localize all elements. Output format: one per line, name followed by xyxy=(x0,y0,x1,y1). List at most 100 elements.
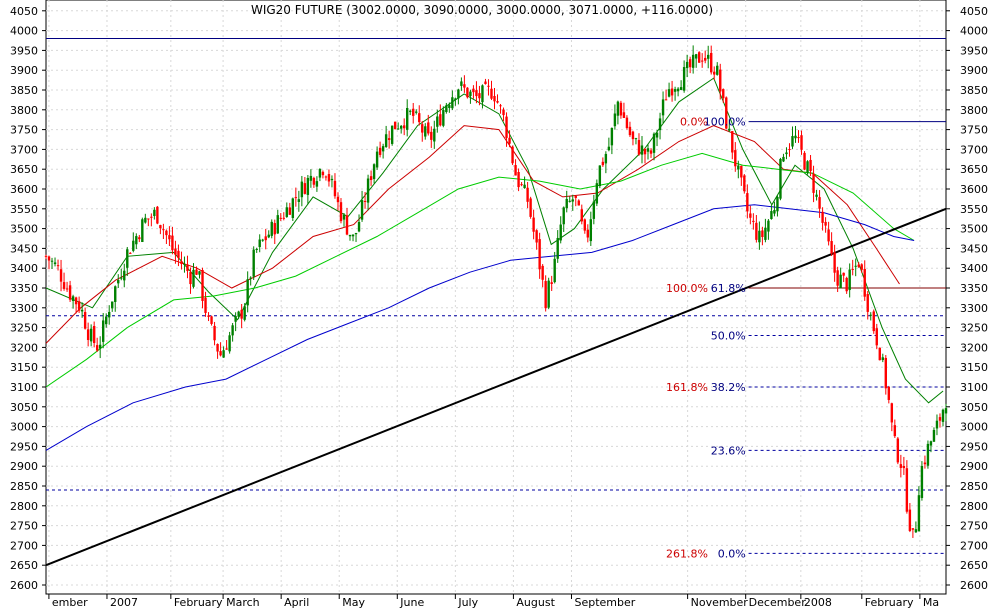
candle-body xyxy=(490,88,493,99)
series-line xyxy=(45,152,915,388)
candle-body xyxy=(938,417,942,421)
candle-body xyxy=(445,105,448,113)
candle-body xyxy=(661,99,665,116)
y-tick-label-left: 3100 xyxy=(10,381,38,394)
candle-body xyxy=(451,97,454,109)
y-tick-label-right: 2600 xyxy=(960,579,988,592)
candle-body xyxy=(547,280,550,308)
y-tick-label-left: 4000 xyxy=(10,25,38,38)
candle-body xyxy=(50,260,54,262)
fibo-label: 100.0% xyxy=(704,116,746,129)
candle-body xyxy=(189,272,192,285)
candle-body xyxy=(98,344,102,349)
y-tick-label-right: 2650 xyxy=(960,559,988,572)
candle-body xyxy=(785,152,788,155)
candle-body xyxy=(101,320,105,342)
candle-body xyxy=(282,217,285,219)
candle-body xyxy=(117,279,120,284)
candle-body xyxy=(183,263,186,265)
candle-body xyxy=(249,277,252,279)
candle-body xyxy=(800,135,803,150)
candle-body xyxy=(448,105,451,108)
candle-body xyxy=(643,148,647,155)
candle-body xyxy=(255,248,258,250)
candle-body xyxy=(436,116,439,127)
candle-body xyxy=(366,178,370,203)
fibo-label: 0.0% xyxy=(680,116,708,129)
candle-body xyxy=(926,443,930,466)
candle-body xyxy=(466,87,469,98)
y-tick-label-right: 3800 xyxy=(960,104,988,117)
candle-body xyxy=(779,158,782,199)
candle-body xyxy=(604,153,608,164)
candle-body xyxy=(201,269,204,301)
x-tick-label: August xyxy=(516,596,555,608)
y-tick-label-right: 2700 xyxy=(960,539,988,552)
candle-body xyxy=(824,221,827,226)
y-tick-label-right: 3500 xyxy=(960,223,988,236)
y-tick-label-left: 3550 xyxy=(10,203,38,216)
candle-body xyxy=(174,248,177,255)
candle-body xyxy=(577,200,580,206)
candle-body xyxy=(228,335,231,352)
candle-body xyxy=(270,221,273,236)
y-tick-label-right: 3550 xyxy=(960,203,988,216)
candle-body xyxy=(240,309,243,319)
y-tick-label-left: 3400 xyxy=(10,262,38,275)
candle-body xyxy=(297,199,301,202)
candle-body xyxy=(899,464,903,468)
candle-body xyxy=(162,229,165,231)
candle-body xyxy=(279,217,282,219)
candle-body xyxy=(535,230,538,243)
candle-body xyxy=(222,350,225,358)
candle-body xyxy=(351,234,355,237)
y-tick-label-right: 3200 xyxy=(960,341,988,354)
candle-body xyxy=(794,135,797,139)
series xyxy=(45,77,947,567)
fibo-label: 261.8% xyxy=(666,547,708,560)
candle-body xyxy=(673,89,677,92)
candle-body xyxy=(875,328,878,346)
candle-body xyxy=(138,237,141,240)
y-tick-label-left: 2800 xyxy=(10,500,38,513)
candle-body xyxy=(303,183,307,194)
candle-body xyxy=(607,146,611,151)
candle-body xyxy=(517,172,520,188)
candle-body xyxy=(595,183,599,204)
candle-body xyxy=(210,316,213,324)
candle-body xyxy=(592,201,596,219)
candle-body xyxy=(487,85,490,87)
candle-body xyxy=(932,429,936,442)
y-tick-label-right: 3450 xyxy=(960,242,988,255)
candle-body xyxy=(309,175,313,181)
x-tick-label: July xyxy=(457,596,478,608)
grid xyxy=(46,0,946,594)
y-tick-label-left: 3850 xyxy=(10,84,38,97)
candle-body xyxy=(454,98,457,100)
candle-body xyxy=(44,255,48,257)
candle-body xyxy=(652,133,656,153)
candle-body xyxy=(836,270,839,286)
candle-body xyxy=(514,165,517,176)
candle-body xyxy=(291,198,295,218)
x-tick-label: Ma xyxy=(923,596,939,608)
candle-body xyxy=(264,236,267,241)
candle-body xyxy=(80,309,84,312)
candle-body xyxy=(120,277,123,279)
y-tick-label-right: 3600 xyxy=(960,183,988,196)
candle-body xyxy=(369,176,373,181)
candle-body xyxy=(908,509,912,531)
candle-body xyxy=(481,85,484,103)
candle-body xyxy=(129,252,132,254)
candle-body xyxy=(589,219,593,242)
candle-body xyxy=(616,101,620,116)
candle-body xyxy=(180,261,183,265)
candle-body xyxy=(324,176,328,178)
candle-body xyxy=(821,211,824,223)
candle-body xyxy=(114,286,117,302)
candle-body xyxy=(237,311,240,317)
y-tick-label-right: 3000 xyxy=(960,421,988,434)
y-tick-label-left: 3300 xyxy=(10,302,38,315)
candle-body xyxy=(667,89,671,97)
candle-body xyxy=(613,113,617,127)
